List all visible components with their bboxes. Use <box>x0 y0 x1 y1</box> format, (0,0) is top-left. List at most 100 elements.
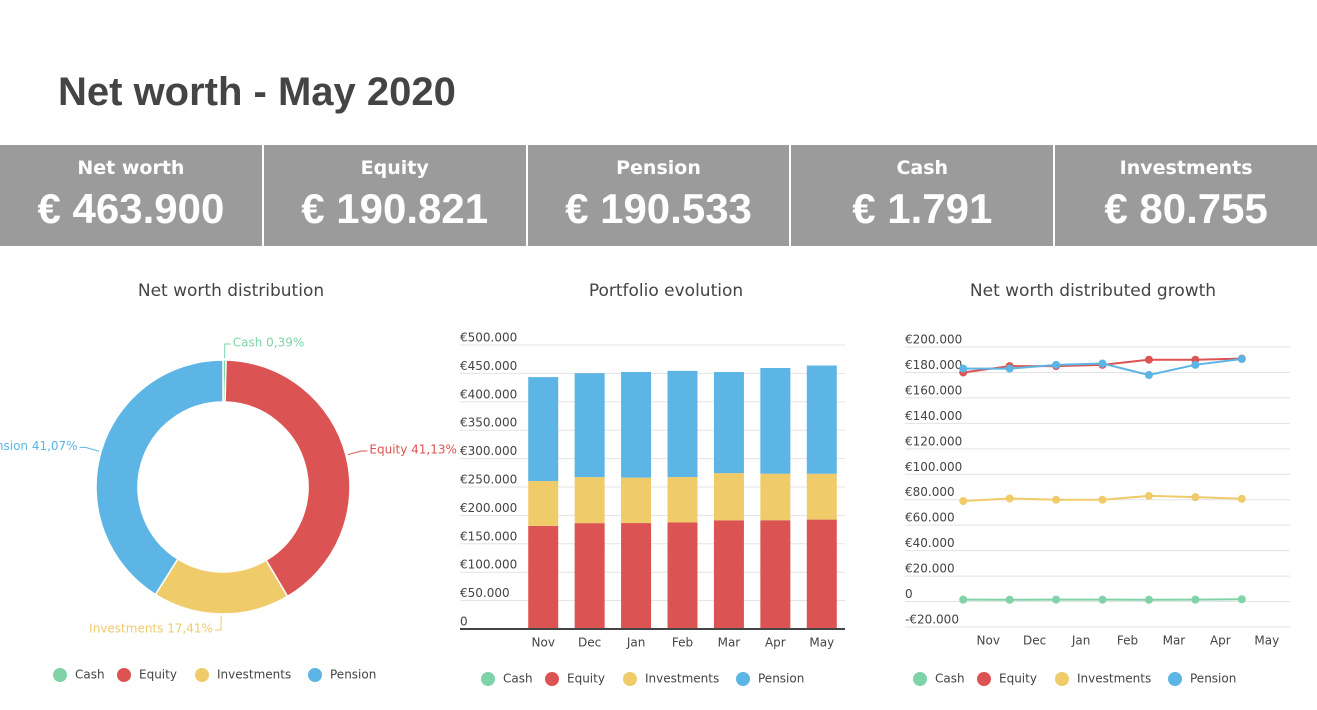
pie-label: Investments 17,41% <box>89 621 213 635</box>
point <box>1098 359 1107 368</box>
bar-segment <box>760 520 791 629</box>
x-tick-label: Nov <box>532 636 555 650</box>
legend-swatch <box>1168 672 1182 686</box>
legend-swatch <box>53 668 67 682</box>
y-tick-label: 0 <box>905 587 913 601</box>
y-tick-label: €140.000 <box>905 409 962 423</box>
kpi-bar: Net worth € 463.900 Equity € 190.821 Pension… <box>0 145 1317 246</box>
kpi-value: € 80.755 <box>1104 185 1268 232</box>
legend-swatch <box>913 672 927 686</box>
x-tick-label: Apr <box>1210 634 1231 648</box>
point <box>1191 493 1200 502</box>
pie-label: Cash 0,39% <box>233 336 305 350</box>
bar-segment <box>806 473 837 520</box>
y-tick-label: €200.000 <box>905 333 962 347</box>
bar-segment <box>621 523 652 629</box>
legend-swatch <box>117 668 131 682</box>
legend-label: Pension <box>1190 672 1236 686</box>
bar-segment <box>667 477 698 523</box>
point <box>959 497 968 505</box>
legend-swatch <box>195 668 209 682</box>
point <box>1005 494 1014 503</box>
legend-label: Equity <box>999 672 1037 686</box>
y-tick-label: €150.000 <box>460 529 517 543</box>
point <box>1052 495 1061 504</box>
bar-segment <box>713 520 744 629</box>
leader-line <box>224 343 231 359</box>
kpi-card: Equity € 190.821 <box>261 145 526 246</box>
bar-segment <box>806 365 837 474</box>
legend-label: Investments <box>1077 672 1151 686</box>
bar-segment <box>621 371 652 478</box>
kpi-label: Investments <box>1119 157 1253 179</box>
x-tick-label: Jan <box>626 636 646 650</box>
bar-segment <box>667 370 698 478</box>
pie-label: Equity 41,13% <box>369 443 457 457</box>
x-tick-label: Feb <box>672 636 693 650</box>
point <box>1005 595 1014 604</box>
point <box>1052 360 1061 369</box>
pie-slice <box>224 359 351 598</box>
y-tick-label: €200.000 <box>460 501 517 515</box>
bar-segment <box>528 525 559 629</box>
y-tick-label: €60.000 <box>905 511 955 525</box>
kpi-card: Pension € 190.533 <box>525 145 790 246</box>
point <box>1144 595 1153 604</box>
legend-swatch <box>623 672 637 686</box>
bar-segment <box>667 522 698 629</box>
kpi-label: Net worth <box>77 157 185 179</box>
bar-segment <box>574 373 605 478</box>
y-tick-label: €500.000 <box>460 331 517 345</box>
legend-label: Equity <box>567 672 605 686</box>
bar-segment <box>713 473 744 521</box>
legend-label: Investments <box>645 672 719 686</box>
leader-line <box>79 446 100 452</box>
legend-label: Pension <box>758 672 804 686</box>
y-tick-label: €80.000 <box>905 485 955 499</box>
point <box>1237 355 1246 364</box>
legend-label: Cash <box>503 672 533 686</box>
kpi-card: Net worth € 463.900 <box>0 145 262 246</box>
pie-label: Pension 41,07% <box>0 439 78 453</box>
x-tick-label: Feb <box>1117 634 1138 648</box>
legend-label: Cash <box>75 668 105 682</box>
y-tick-label: €120.000 <box>905 434 962 448</box>
y-tick-label: €50.000 <box>460 586 510 600</box>
legend-label: Pension <box>330 668 376 682</box>
y-tick-label: €300.000 <box>460 444 517 458</box>
bar-segment <box>760 368 791 474</box>
point <box>1144 371 1153 379</box>
x-tick-label: May <box>1254 634 1279 648</box>
bar-segment <box>574 477 605 524</box>
point <box>1005 364 1014 373</box>
point <box>1191 595 1200 604</box>
point <box>959 364 968 373</box>
pie-slice <box>95 359 224 596</box>
chart-title: Net worth distributed growth <box>970 281 1216 301</box>
y-tick-label: €350.000 <box>460 416 517 430</box>
x-tick-label: Dec <box>578 636 601 650</box>
bar-segment <box>621 477 652 524</box>
kpi-label: Cash <box>896 157 949 179</box>
x-tick-label: Jan <box>1071 634 1091 648</box>
legend-label: Equity <box>139 668 177 682</box>
x-tick-label: Apr <box>765 636 786 650</box>
chart-title: Portfolio evolution <box>589 281 743 301</box>
kpi-value: € 463.900 <box>37 185 225 232</box>
y-tick-label: €100.000 <box>460 558 517 572</box>
point <box>1144 355 1153 364</box>
legend-label: Investments <box>217 668 291 682</box>
point <box>1098 495 1107 504</box>
y-tick-label: €250.000 <box>460 473 517 487</box>
point <box>1052 595 1061 604</box>
kpi-value: € 190.533 <box>565 185 752 232</box>
y-tick-label: €100.000 <box>905 460 962 474</box>
point <box>1237 595 1246 604</box>
legend-swatch <box>545 672 559 686</box>
x-tick-label: Mar <box>1163 634 1186 648</box>
kpi-label: Pension <box>616 157 701 179</box>
point <box>1237 494 1246 503</box>
kpi-value: € 190.821 <box>301 185 489 232</box>
